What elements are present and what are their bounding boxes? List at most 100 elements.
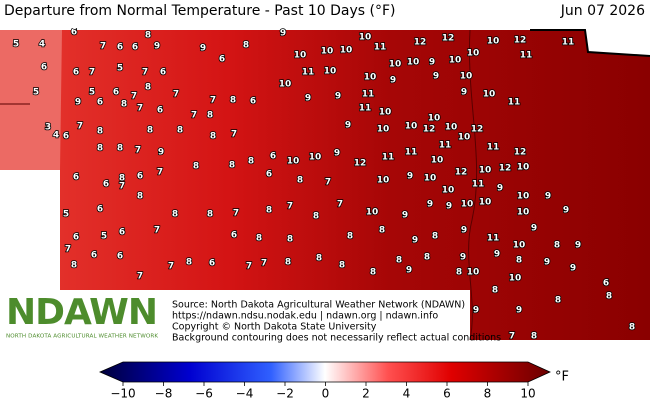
station-value: 10 xyxy=(279,80,292,90)
station-value: 10 xyxy=(309,153,322,163)
station-value: 6 xyxy=(103,180,109,190)
station-value: 12 xyxy=(423,125,436,135)
station-value: 8 xyxy=(629,323,635,333)
station-value: 9 xyxy=(473,306,479,316)
station-value: 9 xyxy=(570,264,576,274)
station-value: 6 xyxy=(209,259,215,269)
colorbar-tick-label: −8 xyxy=(155,387,173,401)
station-value: 9 xyxy=(334,149,340,159)
station-value: 10 xyxy=(431,156,444,166)
station-value: 6 xyxy=(132,43,138,53)
source-line: https://ndawn.ndsu.nodak.edu | ndawn.org… xyxy=(172,311,438,322)
station-value: 7 xyxy=(65,245,71,255)
station-value: 7 xyxy=(89,68,95,78)
region-line xyxy=(0,29,478,341)
station-value: 9 xyxy=(544,258,550,268)
station-value: 8 xyxy=(432,232,438,242)
station-value: 7 xyxy=(509,332,515,342)
station-value: 10 xyxy=(377,176,390,186)
station-value: 10 xyxy=(517,192,530,202)
station-value: 6 xyxy=(113,88,119,98)
station-value: 6 xyxy=(91,251,97,261)
station-value: 11 xyxy=(562,38,575,48)
station-value: 7 xyxy=(135,146,141,156)
source-line: Source: North Dakota Agricultural Weathe… xyxy=(172,300,465,311)
station-value: 9 xyxy=(406,266,412,276)
station-value: 6 xyxy=(73,233,79,243)
station-value: 11 xyxy=(520,51,533,61)
station-value: 9 xyxy=(429,58,435,68)
station-value: 8 xyxy=(287,235,293,245)
station-value: 9 xyxy=(402,211,408,221)
station-value: 9 xyxy=(158,148,164,158)
station-value: 8 xyxy=(71,261,77,271)
station-value: 5 xyxy=(13,40,19,50)
station-value: 11 xyxy=(374,43,387,53)
station-value: 9 xyxy=(497,184,503,194)
colorbar-tick-label: 6 xyxy=(443,387,451,401)
station-value: 8 xyxy=(492,286,498,296)
map-west-region xyxy=(0,30,62,170)
station-value: 6 xyxy=(219,55,225,65)
station-value: 9 xyxy=(345,121,351,131)
station-value: 10 xyxy=(321,47,334,57)
station-value: 7 xyxy=(261,259,267,269)
station-value: 10 xyxy=(479,198,492,208)
station-value: 8 xyxy=(531,332,537,342)
station-value: 8 xyxy=(396,256,402,266)
station-value: 8 xyxy=(313,212,319,222)
station-value: 9 xyxy=(531,224,537,234)
station-value: 9 xyxy=(427,200,433,210)
station-value: 8 xyxy=(516,256,522,266)
station-value: 6 xyxy=(73,68,79,78)
station-value: 7 xyxy=(142,68,148,78)
station-value: 6 xyxy=(119,228,125,238)
station-value: 12 xyxy=(471,125,484,135)
station-value: 10 xyxy=(517,208,530,218)
station-value: 9 xyxy=(200,44,206,54)
station-value: 8 xyxy=(193,162,199,172)
station-value: 9 xyxy=(390,76,396,86)
station-value: 7 xyxy=(131,92,137,102)
station-value: 10 xyxy=(389,60,402,70)
station-value: 8 xyxy=(97,127,103,137)
station-value: 8 xyxy=(285,258,291,268)
station-value: 10 xyxy=(467,49,480,59)
station-value: 10 xyxy=(428,114,441,124)
colorbar-tick-label: 4 xyxy=(403,387,411,401)
station-value: 9 xyxy=(335,92,341,102)
station-value: 7 xyxy=(325,178,331,188)
station-value: 8 xyxy=(297,176,303,186)
station-value: 8 xyxy=(207,111,213,121)
source-line: Copyright © North Dakota State Universit… xyxy=(172,322,377,333)
station-value: 8 xyxy=(177,126,183,136)
station-value: 11 xyxy=(487,234,500,244)
station-value: 9 xyxy=(433,72,439,82)
station-value: 9 xyxy=(407,172,413,182)
station-value: 10 xyxy=(445,123,458,133)
station-value: 6 xyxy=(117,252,123,262)
colorbar-tick-label: −4 xyxy=(236,387,254,401)
station-value: 8 xyxy=(243,41,249,51)
station-value: 7 xyxy=(168,262,174,272)
colorbar xyxy=(98,361,551,383)
station-value: 11 xyxy=(508,98,521,108)
station-value: 5 xyxy=(101,232,107,242)
station-value: 6 xyxy=(270,152,276,162)
station-value: 4 xyxy=(39,40,45,50)
station-value: 8 xyxy=(172,210,178,220)
station-value: 8 xyxy=(147,126,153,136)
station-value: 5 xyxy=(33,88,39,98)
station-value: 8 xyxy=(119,174,125,184)
station-value: 7 xyxy=(77,122,83,132)
station-value: 6 xyxy=(63,132,69,142)
station-value: 9 xyxy=(494,250,500,260)
station-value: 8 xyxy=(456,268,462,278)
station-value: 10 xyxy=(340,46,353,56)
station-value: 9 xyxy=(280,29,286,39)
station-value: 7 xyxy=(137,104,143,114)
station-value: 8 xyxy=(339,261,345,271)
station-value: 10 xyxy=(379,108,392,118)
station-value: 10 xyxy=(483,90,496,100)
station-value: 6 xyxy=(73,173,79,183)
